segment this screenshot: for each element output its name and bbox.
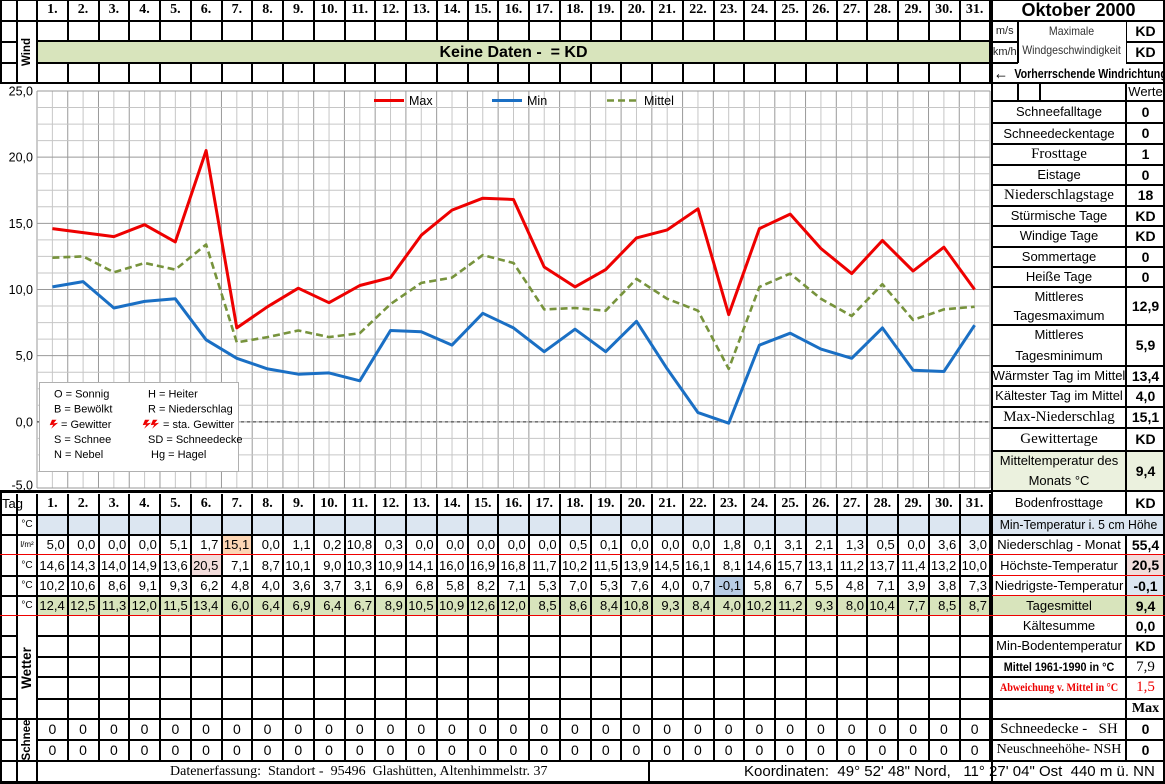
- svg-text:B = Bewölkt: B = Bewölkt: [54, 404, 112, 416]
- svg-text:= sta. Gewitter: = sta. Gewitter: [163, 419, 235, 431]
- svg-text:-5,0: -5,0: [11, 479, 33, 493]
- svg-text:= Gewitter: = Gewitter: [61, 419, 112, 431]
- svg-text:R = Niederschlag: R = Niederschlag: [148, 404, 233, 416]
- svg-text:10,0: 10,0: [9, 283, 33, 297]
- svg-text:0,0: 0,0: [16, 415, 33, 429]
- svg-text:Mittel: Mittel: [644, 94, 674, 108]
- svg-text:S = Schnee: S = Schnee: [54, 434, 111, 446]
- svg-text:N = Nebel: N = Nebel: [54, 449, 103, 461]
- svg-text:20,0: 20,0: [9, 151, 33, 165]
- svg-text:5,0: 5,0: [16, 349, 33, 363]
- svg-text:Min: Min: [527, 94, 547, 108]
- svg-text:H = Heiter: H = Heiter: [148, 389, 198, 401]
- svg-text:15,0: 15,0: [9, 217, 33, 231]
- svg-text:O = Sonnig: O = Sonnig: [54, 389, 109, 401]
- svg-text:25,0: 25,0: [9, 85, 33, 99]
- svg-text:Max: Max: [409, 94, 433, 108]
- svg-text:SD = Schneedecke: SD = Schneedecke: [148, 434, 242, 446]
- svg-text:Hg = Hagel: Hg = Hagel: [151, 449, 206, 461]
